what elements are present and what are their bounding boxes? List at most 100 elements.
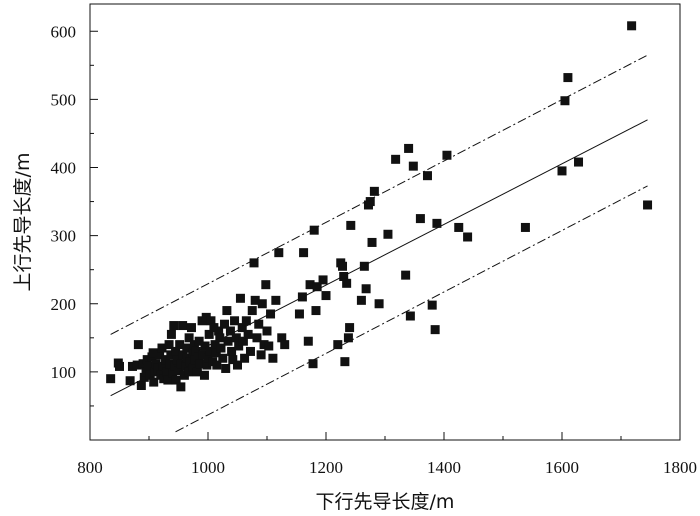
x-tick-label: 1400	[427, 458, 461, 477]
data-point	[214, 326, 224, 336]
data-point	[221, 363, 231, 373]
data-point	[643, 200, 653, 210]
x-tick-label: 1600	[545, 458, 579, 477]
data-point	[235, 293, 245, 303]
y-tick-label: 100	[51, 363, 77, 382]
data-point	[169, 321, 179, 331]
data-point	[194, 336, 204, 346]
data-point	[223, 336, 233, 346]
data-point	[463, 232, 473, 242]
data-point	[321, 291, 331, 301]
data-point	[240, 353, 250, 363]
data-point	[361, 284, 371, 294]
data-point	[404, 143, 414, 153]
data-point	[189, 340, 199, 350]
envelope-line	[110, 54, 648, 335]
data-point	[178, 321, 188, 331]
y-tick-label: 200	[51, 295, 77, 314]
data-point	[228, 355, 238, 365]
data-point	[211, 348, 221, 358]
data-point	[250, 295, 260, 305]
y-tick-label: 300	[51, 227, 77, 246]
data-point	[144, 361, 154, 371]
data-point	[268, 353, 278, 363]
data-point	[294, 309, 304, 319]
data-point	[194, 352, 204, 362]
data-point	[359, 261, 369, 271]
data-point	[210, 340, 220, 350]
data-point	[243, 329, 253, 339]
data-point	[205, 346, 215, 356]
data-point	[218, 353, 228, 363]
data-point	[162, 367, 172, 377]
data-point	[175, 340, 185, 350]
data-point	[274, 248, 284, 258]
data-point	[401, 270, 411, 280]
data-point	[142, 355, 152, 365]
data-point	[405, 311, 415, 321]
data-point	[145, 370, 155, 380]
data-point	[299, 248, 309, 258]
data-point	[233, 360, 242, 370]
data-point	[139, 372, 149, 382]
major-ticks	[89, 30, 681, 440]
data-point	[181, 361, 191, 371]
data-point	[311, 306, 321, 316]
data-point	[209, 323, 219, 333]
data-point	[252, 333, 262, 343]
data-point	[574, 157, 584, 167]
data-point	[148, 348, 158, 358]
y-tick-labels: 100 200 300 400 500 600	[51, 22, 77, 382]
data-point	[318, 275, 328, 285]
data-point	[241, 316, 251, 326]
data-point	[132, 360, 142, 370]
data-point	[383, 229, 393, 239]
data-point	[345, 323, 355, 333]
data-point	[201, 312, 211, 322]
data-point	[339, 272, 349, 281]
data-point	[238, 336, 248, 346]
data-point	[216, 343, 226, 353]
data-points	[106, 21, 653, 392]
data-point	[338, 261, 348, 271]
data-point	[225, 326, 235, 336]
data-point	[256, 350, 266, 360]
data-point	[230, 316, 240, 326]
data-point	[202, 360, 212, 370]
data-point	[227, 346, 237, 356]
y-tick-label: 600	[51, 22, 77, 41]
data-point	[427, 300, 437, 310]
data-point	[454, 222, 464, 232]
data-point	[271, 295, 281, 305]
data-point	[153, 363, 163, 373]
minor-ticks	[90, 64, 622, 440]
data-point	[257, 299, 267, 309]
data-point	[171, 346, 181, 356]
data-point	[192, 367, 202, 377]
data-point	[191, 346, 201, 356]
data-point	[204, 329, 214, 339]
data-point	[198, 350, 208, 360]
data-point	[182, 343, 192, 353]
data-point	[333, 340, 343, 350]
data-point	[151, 359, 161, 369]
data-point	[215, 333, 225, 343]
data-point	[415, 214, 425, 224]
data-point	[430, 325, 440, 335]
x-tick-label: 1800	[663, 458, 697, 477]
y-tick-label: 400	[51, 159, 77, 178]
x-axis-title: 下行先导长度/m	[316, 491, 455, 513]
data-point	[220, 319, 230, 329]
data-point	[199, 370, 209, 380]
data-point	[367, 237, 377, 247]
data-point	[245, 346, 255, 356]
data-point	[115, 361, 124, 371]
data-point	[369, 186, 379, 196]
data-point	[158, 361, 168, 371]
data-point	[264, 341, 274, 351]
data-point	[340, 357, 350, 367]
data-point	[206, 316, 216, 326]
data-point	[309, 225, 319, 235]
data-point	[374, 299, 384, 309]
